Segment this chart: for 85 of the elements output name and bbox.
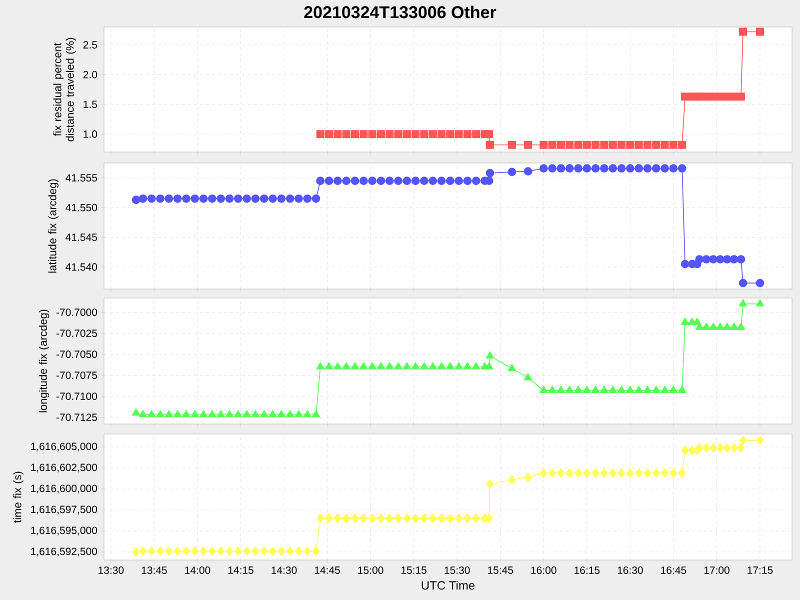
x-tick-label: 14:00 — [185, 566, 210, 574]
x-tick-label: 13:45 — [142, 566, 167, 574]
point — [608, 140, 617, 149]
point — [508, 140, 516, 149]
point — [566, 140, 574, 149]
point — [574, 140, 582, 149]
point — [316, 130, 324, 138]
point — [472, 130, 480, 138]
x-tick-label: 13:30 — [98, 566, 124, 574]
point — [428, 130, 437, 138]
point — [756, 28, 764, 36]
x-tick-label: 16:15 — [574, 566, 600, 574]
point — [325, 130, 334, 138]
y-tick-label: 2.0 — [83, 70, 98, 78]
point — [360, 130, 368, 138]
y-tick-label: 1,616,595,000 — [31, 526, 98, 536]
y-tick-label: 2.5 — [83, 41, 98, 49]
y-tick-label: 1,616,592,500 — [31, 548, 98, 556]
point — [402, 130, 411, 138]
point — [582, 140, 591, 149]
point — [454, 130, 463, 138]
point — [626, 140, 634, 149]
y-tick-label: 1,616,600,000 — [31, 484, 98, 494]
y-tick-label: -70.7075 — [56, 372, 98, 379]
point — [643, 140, 652, 149]
y-tick-label: 1,616,605,000 — [31, 442, 98, 452]
y-axis-title: fix residual percent distance traveled (%) — [53, 38, 76, 142]
y-axis-title: time fix (s) — [13, 472, 24, 523]
point — [446, 130, 454, 138]
point — [486, 140, 494, 149]
x-tick-label: 15:15 — [401, 566, 427, 574]
point — [394, 130, 402, 138]
y-tick-label: -70.7000 — [56, 308, 98, 316]
x-tick-label: 15:45 — [488, 566, 514, 574]
y-tick-label: -70.7125 — [56, 414, 98, 421]
y-tick-label: 41.550 — [66, 204, 98, 212]
y-tick-label: 41.540 — [66, 263, 98, 271]
x-tick-label: 15:30 — [444, 566, 470, 574]
x-tick-label: 16:30 — [618, 566, 643, 574]
x-tick-label: 14:30 — [272, 566, 297, 574]
point — [634, 140, 643, 149]
point — [485, 130, 494, 138]
point — [660, 140, 669, 149]
x-tick-label: 16:00 — [531, 566, 556, 574]
y-axis-title: latitude fix (arcdeg) — [48, 179, 58, 273]
point — [412, 130, 420, 138]
point — [739, 28, 748, 36]
y-tick-label: 1,616,602,500 — [31, 464, 98, 472]
y-tick-label: 1,616,597,500 — [31, 506, 98, 514]
point — [438, 130, 446, 138]
y-tick-label: -70.7050 — [56, 350, 98, 358]
point — [350, 130, 359, 138]
point — [420, 130, 428, 138]
y-tick-label: 41.545 — [66, 234, 98, 241]
x-tick-label: 17:00 — [704, 566, 730, 574]
point — [618, 140, 626, 149]
point — [463, 130, 472, 138]
point — [678, 140, 686, 149]
point — [386, 130, 394, 138]
y-tick-label: 41.555 — [66, 174, 98, 182]
point — [368, 130, 376, 138]
point — [342, 130, 350, 138]
x-axis-title: UTC Time — [422, 580, 475, 590]
point — [376, 130, 385, 138]
y-axis-title: longitude fix (arcdeg) — [38, 310, 50, 412]
x-tick-label: 17:15 — [748, 566, 773, 574]
point — [600, 140, 608, 149]
point — [556, 140, 565, 149]
point — [334, 130, 342, 138]
y-tick-label: -70.7025 — [56, 330, 98, 337]
x-tick-label: 16:45 — [661, 566, 686, 574]
x-tick-label: 14:15 — [228, 566, 254, 574]
point — [669, 140, 678, 149]
y-tick-label: 1.0 — [84, 130, 98, 138]
point — [524, 140, 532, 149]
point — [540, 140, 548, 149]
y-tick-label: -70.7100 — [56, 392, 98, 400]
y-tick-label: 1.5 — [84, 100, 98, 108]
point — [592, 140, 600, 149]
x-tick-label: 14:45 — [314, 566, 340, 574]
point — [652, 140, 660, 149]
point — [548, 140, 556, 149]
point — [736, 92, 745, 101]
chart-title: 20210324T133006 Other — [304, 6, 496, 18]
x-tick-label: 15:00 — [358, 566, 384, 574]
